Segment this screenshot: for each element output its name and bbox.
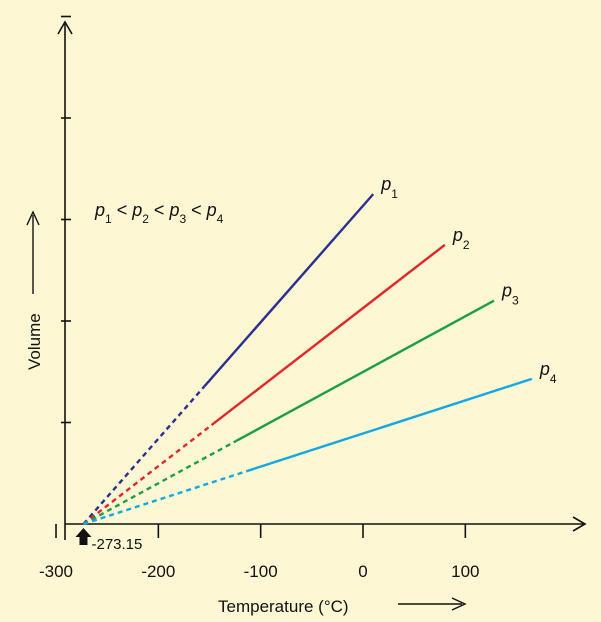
series-label-p1: p1 [380,174,398,201]
x-axis-title: Temperature (°C) [218,597,349,616]
pressure-relation: p1 < p2 < p3 < p4 [94,200,224,226]
absolute-zero-label: -273.15 [91,536,142,553]
series-p2-solid [212,245,445,425]
x-tick-label: 0 [358,562,367,581]
x-tick-label: -200 [141,562,175,581]
series-p2-dashed [83,425,211,524]
y-axis-title: Volume [25,313,44,370]
x-tick-label: -100 [244,562,278,581]
series-p3-solid [236,301,494,441]
series-p4-solid [247,379,531,471]
series-label-p2: p2 [452,225,470,252]
series-p1-solid [204,194,373,386]
absolute-zero-arrow [75,528,91,545]
x-tick-label: -300 [39,562,73,581]
series-label-p3: p3 [501,281,519,308]
x-tick-label: 100 [451,562,479,581]
series-label-p4: p4 [539,359,557,386]
